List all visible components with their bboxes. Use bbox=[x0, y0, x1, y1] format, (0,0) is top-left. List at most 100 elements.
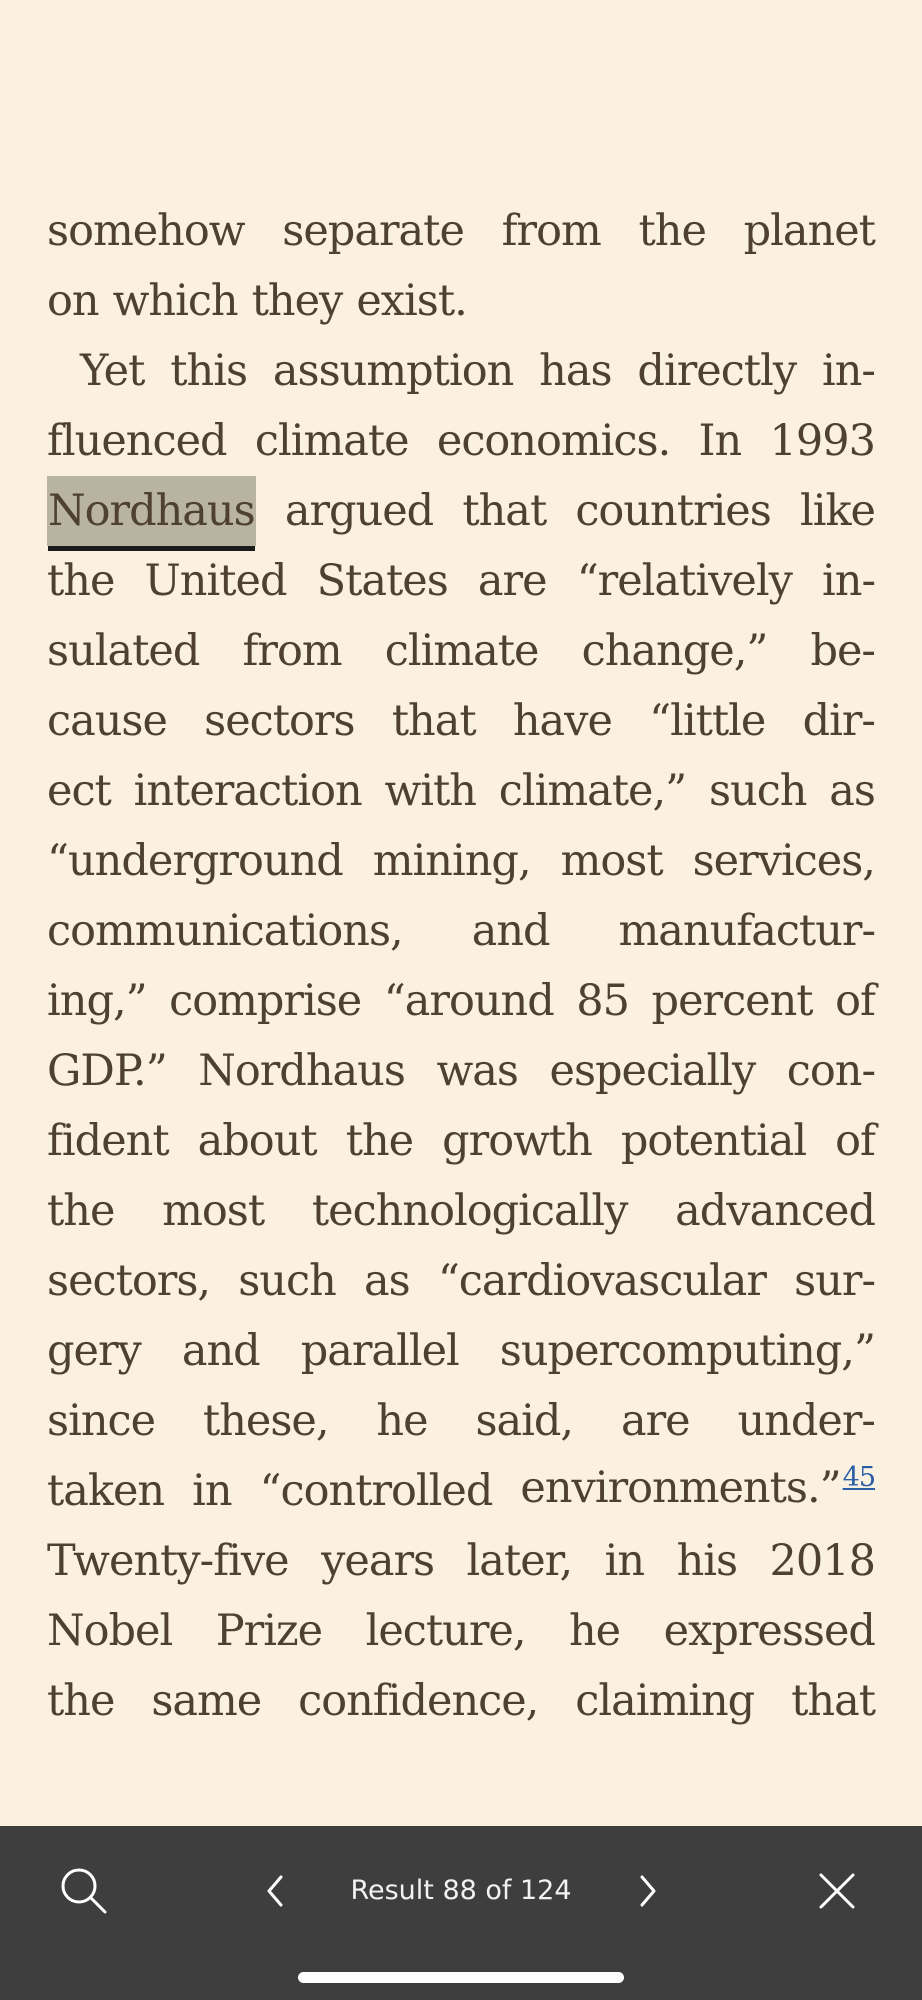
word: Nobel bbox=[47, 1606, 173, 1656]
word: United bbox=[144, 556, 288, 606]
word: argued bbox=[284, 486, 434, 536]
word: on bbox=[47, 276, 100, 326]
word: “controlled bbox=[259, 1466, 494, 1516]
word: Nordhaus bbox=[198, 1046, 406, 1096]
word: planet bbox=[743, 206, 876, 256]
word: countries bbox=[575, 486, 771, 536]
word: the bbox=[345, 1116, 414, 1166]
text-line: sectors, such as “cardiovascular sur- bbox=[47, 1246, 876, 1316]
word: as bbox=[363, 1256, 411, 1306]
word: in- bbox=[821, 346, 876, 396]
word: with bbox=[384, 766, 477, 816]
word: percent bbox=[651, 976, 814, 1026]
word: expressed bbox=[663, 1606, 876, 1656]
word: be- bbox=[810, 626, 876, 676]
word: these, bbox=[202, 1396, 330, 1446]
word: such bbox=[708, 766, 808, 816]
word: they bbox=[251, 276, 344, 326]
word: mining, bbox=[372, 836, 532, 886]
word: States bbox=[316, 556, 449, 606]
word: in- bbox=[822, 556, 876, 606]
word: 85 bbox=[576, 976, 630, 1026]
text-line: “underground mining, most services, bbox=[47, 826, 876, 896]
search-result-highlight[interactable]: Nordhaus bbox=[47, 476, 256, 546]
word-text: environments.” bbox=[520, 1463, 841, 1513]
word: of bbox=[835, 1116, 876, 1166]
word: potential bbox=[620, 1116, 807, 1166]
word: especially bbox=[549, 1046, 757, 1096]
word: services, bbox=[692, 836, 876, 886]
word: are bbox=[477, 556, 548, 606]
word: sur- bbox=[794, 1256, 876, 1306]
word: environments.”45 bbox=[520, 1453, 876, 1529]
close-icon bbox=[819, 1873, 855, 1909]
word: somehow bbox=[47, 206, 246, 256]
word: communications, bbox=[47, 906, 404, 956]
word: dir- bbox=[802, 696, 876, 746]
word: sulated bbox=[47, 626, 200, 676]
text-line: sulated from climate change,” be- bbox=[47, 616, 876, 686]
word: “cardiovascular bbox=[437, 1256, 767, 1306]
word: ect bbox=[47, 766, 112, 816]
word: the bbox=[638, 206, 706, 256]
word: Prize bbox=[215, 1606, 323, 1656]
next-result-button[interactable] bbox=[612, 1856, 682, 1926]
word: confidence, bbox=[298, 1676, 539, 1726]
word: said, bbox=[475, 1396, 574, 1446]
word: climate,” bbox=[498, 766, 687, 816]
word: has bbox=[539, 346, 612, 396]
word: gery bbox=[47, 1326, 142, 1376]
text-line: Nordhaus argued that countries like bbox=[47, 476, 876, 546]
close-search-button[interactable] bbox=[802, 1856, 872, 1926]
search-icon bbox=[61, 1868, 107, 1914]
home-indicator[interactable] bbox=[298, 1972, 624, 1983]
word: and bbox=[181, 1326, 261, 1376]
word: since bbox=[47, 1396, 156, 1446]
text-line: communications, and manufactur- bbox=[47, 896, 876, 966]
word: claiming bbox=[575, 1676, 755, 1726]
word: cause bbox=[47, 696, 168, 746]
text-line: ect interaction with climate,” such as bbox=[47, 756, 876, 826]
footnote-link[interactable]: 45 bbox=[842, 1462, 876, 1493]
text-line: the same confidence, claiming that bbox=[47, 1666, 876, 1736]
word: sectors, bbox=[47, 1256, 211, 1306]
word: directly bbox=[637, 346, 797, 396]
word: interaction bbox=[133, 766, 363, 816]
word: he bbox=[568, 1606, 621, 1656]
text-line: Twenty-five years later, in his 2018 bbox=[47, 1526, 876, 1596]
word: he bbox=[376, 1396, 428, 1446]
word: Twenty-five bbox=[47, 1536, 290, 1586]
word: of bbox=[835, 976, 876, 1026]
word: which bbox=[112, 276, 239, 326]
word: con- bbox=[786, 1046, 876, 1096]
word: in bbox=[604, 1536, 645, 1586]
previous-result-button[interactable] bbox=[241, 1856, 311, 1926]
word: 2018 bbox=[769, 1536, 876, 1586]
word: as bbox=[829, 766, 876, 816]
word: from bbox=[501, 206, 602, 256]
word: about bbox=[197, 1116, 318, 1166]
text-line: GDP.” Nordhaus was especially con- bbox=[47, 1036, 876, 1106]
word: growth bbox=[442, 1116, 593, 1166]
text-line: gery and parallel supercomputing,” bbox=[47, 1316, 876, 1386]
chevron-right-icon bbox=[640, 1875, 656, 1907]
word: assumption bbox=[272, 346, 514, 396]
text-line: Yet this assumption has directly in- bbox=[80, 336, 876, 406]
word: his bbox=[676, 1536, 739, 1586]
word: same bbox=[151, 1676, 262, 1726]
search-toolbar: Result 88 of 124 bbox=[0, 1826, 922, 2000]
text-line: the most technologically advanced bbox=[47, 1176, 876, 1246]
word: fident bbox=[47, 1116, 170, 1166]
word: advanced bbox=[675, 1186, 876, 1236]
text-line: since these, he said, are under- bbox=[47, 1386, 876, 1456]
word: 1993 bbox=[769, 416, 876, 466]
word: manufactur- bbox=[618, 906, 876, 956]
text-line: somehow separate from the planet bbox=[47, 196, 876, 266]
word: have bbox=[512, 696, 613, 746]
word: supercomputing,” bbox=[499, 1326, 876, 1376]
search-button[interactable] bbox=[49, 1856, 119, 1926]
word: Yet bbox=[80, 346, 145, 396]
word: sectors bbox=[204, 696, 355, 746]
word: economics. bbox=[436, 416, 671, 466]
word: years bbox=[321, 1536, 435, 1586]
